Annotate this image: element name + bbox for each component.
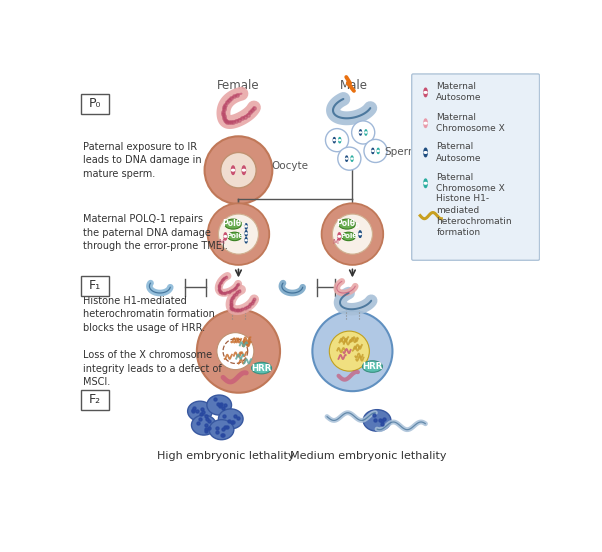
- Text: Sperm: Sperm: [385, 147, 419, 157]
- Text: Paternal
Chromosome X: Paternal Chromosome X: [436, 173, 505, 193]
- Text: Polθ: Polθ: [336, 219, 355, 228]
- Text: M: M: [219, 239, 225, 245]
- Text: P₀: P₀: [89, 98, 101, 110]
- Ellipse shape: [224, 236, 226, 237]
- Ellipse shape: [188, 401, 213, 421]
- Ellipse shape: [252, 362, 272, 374]
- Ellipse shape: [351, 156, 353, 161]
- Ellipse shape: [245, 224, 247, 229]
- FancyBboxPatch shape: [412, 74, 539, 261]
- Ellipse shape: [245, 240, 247, 241]
- Text: Female: Female: [217, 78, 260, 92]
- Ellipse shape: [377, 148, 379, 153]
- Ellipse shape: [424, 148, 427, 157]
- Ellipse shape: [424, 183, 427, 184]
- Ellipse shape: [351, 158, 353, 159]
- Ellipse shape: [339, 137, 341, 143]
- Text: Maternal
Chromosome X: Maternal Chromosome X: [436, 113, 505, 133]
- Ellipse shape: [424, 88, 427, 97]
- Ellipse shape: [228, 232, 241, 241]
- Ellipse shape: [224, 233, 227, 240]
- Circle shape: [352, 121, 374, 144]
- Text: Maternal POLQ-1 repairs
the paternal DNA damage
through the error-prone TMEJ.: Maternal POLQ-1 repairs the paternal DNA…: [83, 214, 228, 251]
- Ellipse shape: [245, 226, 247, 227]
- Ellipse shape: [359, 231, 361, 237]
- Text: F₁: F₁: [89, 279, 101, 292]
- Text: M: M: [332, 239, 338, 245]
- Circle shape: [197, 310, 280, 392]
- Circle shape: [217, 333, 254, 370]
- Ellipse shape: [341, 232, 356, 241]
- Ellipse shape: [225, 219, 241, 229]
- Ellipse shape: [232, 169, 235, 171]
- Text: F₂: F₂: [89, 393, 101, 406]
- Circle shape: [219, 214, 258, 254]
- FancyBboxPatch shape: [81, 390, 109, 410]
- Circle shape: [221, 152, 256, 188]
- Ellipse shape: [245, 233, 247, 234]
- Ellipse shape: [424, 92, 427, 93]
- Text: Paternal
Autosome: Paternal Autosome: [436, 142, 482, 162]
- Ellipse shape: [245, 238, 247, 243]
- Ellipse shape: [359, 132, 361, 133]
- Ellipse shape: [338, 233, 341, 240]
- Ellipse shape: [339, 140, 341, 141]
- Ellipse shape: [424, 119, 427, 128]
- Text: Medium embryonic lethality: Medium embryonic lethality: [290, 451, 446, 461]
- Ellipse shape: [359, 233, 361, 235]
- Text: HRR: HRR: [252, 364, 272, 373]
- Ellipse shape: [424, 123, 427, 124]
- Ellipse shape: [243, 169, 246, 171]
- Ellipse shape: [424, 152, 427, 153]
- Text: Polθ: Polθ: [222, 219, 241, 228]
- Ellipse shape: [231, 166, 235, 174]
- Text: HRR: HRR: [362, 362, 383, 371]
- Ellipse shape: [362, 361, 382, 372]
- Text: Histone H1-mediated
heterochromatin formation
blocks the usage of HRR.

Loss of : Histone H1-mediated heterochromatin form…: [83, 296, 222, 388]
- Text: Polθ: Polθ: [340, 233, 357, 240]
- Text: Oocyte: Oocyte: [272, 161, 309, 171]
- Text: Paternal exposure to IR
leads to DNA damage in
mature sperm.: Paternal exposure to IR leads to DNA dam…: [83, 142, 202, 179]
- Ellipse shape: [338, 236, 341, 237]
- Ellipse shape: [242, 166, 246, 174]
- Circle shape: [332, 214, 373, 254]
- Circle shape: [329, 331, 370, 371]
- Ellipse shape: [359, 130, 361, 135]
- Circle shape: [338, 147, 361, 170]
- Circle shape: [205, 136, 272, 204]
- Ellipse shape: [209, 420, 234, 440]
- Ellipse shape: [334, 140, 335, 141]
- Ellipse shape: [338, 219, 356, 229]
- Ellipse shape: [365, 130, 367, 135]
- FancyBboxPatch shape: [81, 275, 109, 296]
- Circle shape: [312, 311, 393, 391]
- Ellipse shape: [334, 137, 335, 143]
- FancyBboxPatch shape: [81, 94, 109, 114]
- Ellipse shape: [363, 410, 391, 431]
- Circle shape: [321, 203, 383, 265]
- Ellipse shape: [346, 158, 347, 159]
- Text: Polθ: Polθ: [226, 233, 243, 240]
- Circle shape: [364, 140, 387, 162]
- Ellipse shape: [219, 409, 243, 429]
- Circle shape: [326, 129, 349, 152]
- Text: Maternal
Autosome: Maternal Autosome: [436, 82, 482, 103]
- Text: P: P: [240, 222, 244, 232]
- Ellipse shape: [245, 231, 247, 236]
- Circle shape: [208, 203, 269, 265]
- Ellipse shape: [424, 179, 427, 188]
- Ellipse shape: [365, 132, 367, 133]
- Text: Male: Male: [340, 78, 368, 92]
- Text: High embryonic lethality: High embryonic lethality: [157, 451, 294, 461]
- Ellipse shape: [191, 415, 216, 435]
- Text: P: P: [354, 222, 359, 232]
- Ellipse shape: [346, 156, 347, 161]
- Ellipse shape: [207, 395, 232, 415]
- Text: Histone H1-
mediated
heterochromatin
formation: Histone H1- mediated heterochromatin for…: [436, 194, 512, 237]
- Ellipse shape: [372, 148, 374, 153]
